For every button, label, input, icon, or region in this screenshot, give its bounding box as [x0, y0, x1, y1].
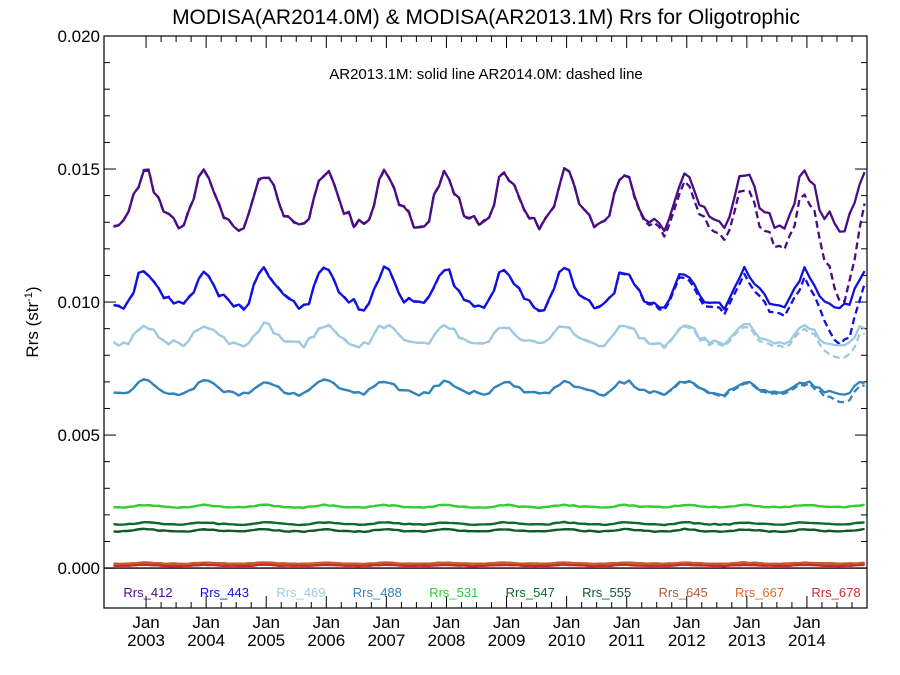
series-layer [112, 167, 866, 568]
legend-item-rrs-667: Rrs_667 [735, 585, 784, 600]
x-tick-year-label: 2010 [548, 631, 586, 650]
y-axis-label: Rrs (str-1) [23, 286, 42, 357]
legend-item-rrs-645: Rrs_645 [659, 585, 708, 600]
x-tick-month-label: Jan [493, 613, 520, 632]
y-axis: 0.000 0.005 0.010 0.015 0.020 [57, 27, 867, 578]
y-axis-label-close: ) [23, 286, 42, 292]
series-line-rrs-531-ar2014 [113, 503, 865, 509]
x-tick-year-label: 2004 [187, 631, 225, 650]
x-axis: Jan2003Jan2004Jan2005Jan2006Jan2007Jan20… [127, 36, 853, 650]
legend-item-rrs-555: Rrs_555 [582, 585, 631, 600]
x-tick-month-label: Jan [733, 613, 760, 632]
series-line-rrs-555-ar2014 [113, 527, 865, 534]
series-line-rrs-645-ar2014 [113, 561, 865, 566]
y-tick-label: 0.000 [57, 559, 100, 578]
x-tick-month-label: Jan [793, 613, 820, 632]
series-line-rrs-412-ar2014 [113, 167, 866, 303]
legend-item-rrs-488: Rrs_488 [353, 585, 402, 600]
x-tick-month-label: Jan [613, 613, 640, 632]
y-tick-label: 0.005 [57, 426, 100, 445]
x-tick-year-label: 2008 [428, 631, 466, 650]
x-tick-month-label: Jan [433, 613, 460, 632]
x-tick-month-label: Jan [673, 613, 700, 632]
x-tick-year-label: 2014 [788, 631, 826, 650]
x-tick-year-label: 2012 [668, 631, 706, 650]
y-axis-label-sup: -1 [23, 292, 35, 302]
series-line-rrs-469-ar2013 [112, 321, 866, 349]
x-tick-month-label: Jan [373, 613, 400, 632]
series-line-rrs-547-ar2014 [113, 520, 865, 527]
y-tick-label: 0.020 [57, 27, 100, 46]
y-tick-label: 0.015 [57, 160, 100, 179]
legend-item-rrs-443: Rrs_443 [200, 585, 249, 600]
legend: Rrs_412 Rrs_443 Rrs_469 Rrs_488 Rrs_531 Rrs_5… [123, 585, 860, 600]
x-tick-year-label: 2013 [728, 631, 766, 650]
y-tick-label: 0.010 [57, 293, 100, 312]
x-tick-month-label: Jan [192, 613, 219, 632]
chart-title: MODISA(AR2014.0M) & MODISA(AR2013.1M) Rr… [172, 6, 800, 29]
x-tick-year-label: 2007 [367, 631, 405, 650]
legend-item-rrs-678: Rrs_678 [811, 585, 860, 600]
series-line-rrs-443-ar2014 [113, 265, 866, 346]
legend-item-rrs-412: Rrs_412 [123, 585, 172, 600]
y-axis-label-main: Rrs (str [23, 302, 42, 358]
x-tick-year-label: 2006 [307, 631, 345, 650]
x-tick-year-label: 2009 [488, 631, 526, 650]
line-style-note: AR2013.1M: solid line AR2014.0M: dashed … [329, 66, 643, 83]
x-tick-month-label: Jan [253, 613, 280, 632]
x-tick-month-label: Jan [132, 613, 159, 632]
x-tick-year-label: 2011 [608, 631, 645, 650]
x-tick-year-label: 2003 [127, 631, 165, 650]
plot-frame [103, 35, 868, 609]
x-tick-year-label: 2005 [247, 631, 285, 650]
series-line-rrs-469-ar2014 [112, 321, 865, 360]
legend-item-rrs-531: Rrs_531 [429, 585, 478, 600]
x-tick-month-label: Jan [553, 613, 580, 632]
series-line-rrs-412-ar2013 [113, 167, 866, 233]
legend-item-rrs-469: Rrs_469 [276, 585, 325, 600]
x-tick-month-label: Jan [313, 613, 340, 632]
legend-item-rrs-547: Rrs_547 [506, 585, 555, 600]
series-line-rrs-678-ar2014 [113, 563, 865, 568]
series-line-rrs-488-ar2014 [113, 378, 865, 404]
